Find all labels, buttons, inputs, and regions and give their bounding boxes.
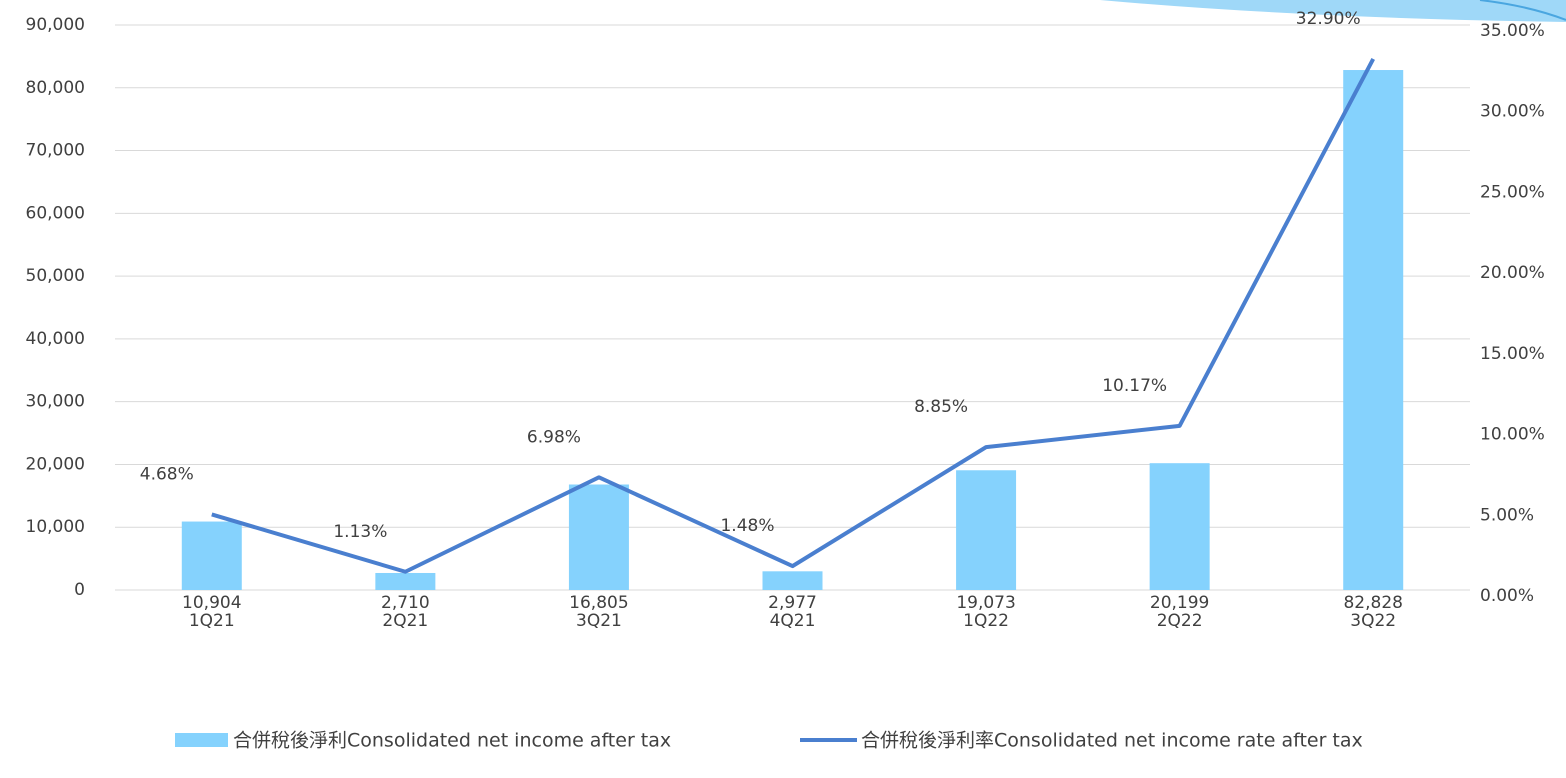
line-value-label: 8.85%: [914, 397, 968, 417]
x-tick-label: 2Q22: [1157, 611, 1203, 631]
decoration: [1100, 0, 1566, 22]
line: [211, 57, 1375, 574]
y-tick-label: 70,000: [26, 141, 85, 161]
line-value-label: 6.98%: [527, 427, 581, 447]
y-tick-label: 40,000: [26, 329, 85, 349]
bar-value-label: 2,710: [381, 593, 430, 613]
x-tick-label: 3Q21: [576, 611, 622, 631]
legend: 合併稅後淨利Consolidated net income after tax 合…: [175, 730, 1363, 752]
y2-tick-label: 35.00%: [1480, 21, 1545, 41]
line-value-label: 1.13%: [333, 522, 387, 542]
bar: [568, 484, 629, 590]
line-value-label: 32.90%: [1296, 9, 1361, 29]
y2-tick-label: 15.00%: [1480, 344, 1545, 364]
bar: [1149, 463, 1210, 590]
decoration: [1479, 0, 1566, 21]
bar-value-label: 2,977: [768, 593, 817, 613]
y2-tick-label: 25.00%: [1480, 182, 1545, 202]
x-tick-label: 2Q21: [382, 611, 428, 631]
bar: [1343, 70, 1404, 590]
y2-tick-label: 20.00%: [1480, 263, 1545, 283]
bar: [181, 521, 242, 590]
y-tick-label: 20,000: [26, 454, 85, 474]
x-tick-label: 1Q21: [189, 611, 235, 631]
line-value-label: 1.48%: [720, 516, 774, 536]
y2-tick-label: 10.00%: [1480, 425, 1545, 445]
bar-value-label: 10,904: [182, 593, 241, 613]
bar-value-label: 16,805: [569, 593, 628, 613]
bar: [956, 470, 1017, 590]
y-tick-label: 90,000: [26, 15, 85, 35]
x-tick-label: 4Q21: [770, 611, 816, 631]
legend-label: 合併稅後淨利率Consolidated net income rate afte…: [861, 730, 1363, 752]
y-tick-label: 30,000: [26, 392, 85, 412]
y-tick-label: 80,000: [26, 78, 85, 98]
y-tick-label: 50,000: [26, 266, 85, 286]
y-tick-label: 10,000: [26, 517, 85, 537]
bar: [375, 572, 436, 590]
y2-tick-label: 30.00%: [1480, 102, 1545, 122]
y-tick-label: 60,000: [26, 203, 85, 223]
x-tick-label: 3Q22: [1350, 611, 1396, 631]
bar-value-label: 19,073: [956, 593, 1015, 613]
y2-tick-label: 5.00%: [1480, 505, 1534, 525]
legend-swatch: [175, 733, 228, 747]
line-value-label: 4.68%: [140, 464, 194, 484]
y2-tick-label: 0.00%: [1480, 586, 1534, 606]
legend-label: 合併稅後淨利Consolidated net income after tax: [233, 730, 671, 752]
line-value-label: 10.17%: [1102, 376, 1167, 396]
bar: [762, 571, 823, 590]
bar-value-label: 20,199: [1150, 593, 1209, 613]
y-tick-label: 0: [74, 580, 85, 600]
x-tick-label: 1Q22: [963, 611, 1009, 631]
bar-value-label: 82,828: [1343, 593, 1402, 613]
